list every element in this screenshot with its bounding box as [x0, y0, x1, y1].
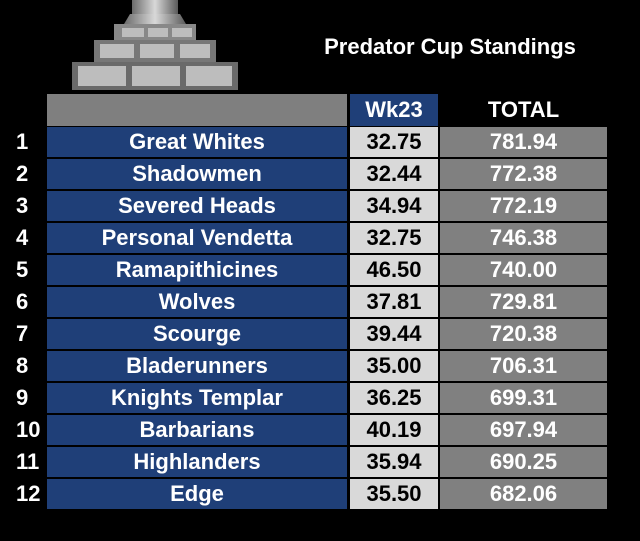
team-name: Edge	[47, 479, 347, 509]
week-score: 36.25	[350, 383, 438, 413]
header-blank	[47, 94, 347, 126]
rank: 8	[16, 353, 29, 378]
team-name: Barbarians	[47, 415, 347, 445]
rank: 1	[16, 129, 29, 154]
team-name: Ramapithicines	[47, 255, 347, 285]
team-name: Great Whites	[47, 127, 347, 157]
total-score: 697.94	[440, 415, 607, 445]
week-score: 40.19	[350, 415, 438, 445]
total-score: 740.00	[440, 255, 607, 285]
total-score: 746.38	[440, 223, 607, 253]
week-score: 46.50	[350, 255, 438, 285]
team-name: Personal Vendetta	[47, 223, 347, 253]
team-name: Severed Heads	[47, 191, 347, 221]
rank: 3	[16, 193, 29, 218]
team-name: Wolves	[47, 287, 347, 317]
rank: 7	[16, 321, 29, 346]
rank: 11	[16, 449, 40, 474]
week-score: 35.00	[350, 351, 438, 381]
total-score: 729.81	[440, 287, 607, 317]
week-score: 35.94	[350, 447, 438, 477]
week-score: 35.50	[350, 479, 438, 509]
column-header: Wk23	[350, 94, 438, 126]
week-score: 32.75	[350, 223, 438, 253]
total-score: 682.06	[440, 479, 607, 509]
rank: 12	[16, 481, 41, 506]
total-score: 706.31	[440, 351, 607, 381]
team-name: Knights Templar	[47, 383, 347, 413]
trophy-icon	[72, 0, 238, 90]
total-score: 772.38	[440, 159, 607, 189]
week-score: 37.81	[350, 287, 438, 317]
team-name: Highlanders	[47, 447, 347, 477]
week-score: 32.44	[350, 159, 438, 189]
total-score: 781.94	[440, 127, 607, 157]
team-name: Bladerunners	[47, 351, 347, 381]
total-score: 772.19	[440, 191, 607, 221]
week-score: 34.94	[350, 191, 438, 221]
rank: 9	[16, 385, 29, 410]
team-name: Shadowmen	[47, 159, 347, 189]
total-score: 699.31	[440, 383, 607, 413]
week-score: 32.75	[350, 127, 438, 157]
column-header: TOTAL	[487, 97, 560, 122]
rank: 5	[16, 257, 29, 282]
week-score: 39.44	[350, 319, 438, 349]
rank: 6	[16, 289, 29, 314]
team-name: Scourge	[47, 319, 347, 349]
total-score: 720.38	[440, 319, 607, 349]
rank: 10	[16, 417, 41, 442]
total-score: 690.25	[440, 447, 607, 477]
rank: 4	[16, 225, 29, 250]
rank: 2	[16, 161, 29, 186]
title: Predator Cup Standings	[324, 34, 576, 59]
